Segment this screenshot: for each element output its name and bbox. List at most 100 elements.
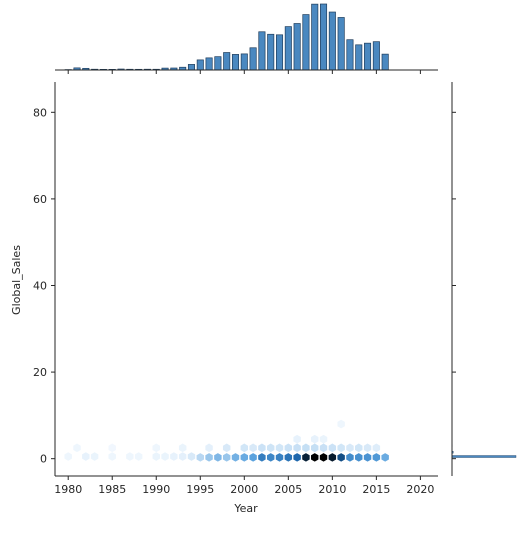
- hexbin-cell: [90, 452, 99, 461]
- hexbin-cell: [108, 452, 116, 461]
- top-histogram-bar: [196, 59, 204, 71]
- hexbin-cell: [337, 443, 345, 453]
- hexbin-cell: [328, 453, 337, 462]
- hexbin-cell: [249, 453, 257, 462]
- x-axis-ticks: 1980 1985 1990 1995 2000 2005 2010 2015 2020: [54, 70, 434, 496]
- hexbin-cell: [82, 452, 90, 461]
- hexbin-cell: [258, 453, 266, 462]
- hexbin-cell: [363, 443, 372, 453]
- top-histogram-bar: [267, 33, 275, 71]
- top-histogram-bar: [276, 34, 284, 71]
- top-histogram-bar: [293, 23, 301, 71]
- hexbin-cell: [319, 443, 328, 453]
- hexbin-cell: [346, 453, 354, 462]
- hexbin-cell: [372, 453, 381, 462]
- hexbin-cell: [196, 453, 204, 462]
- hexbin-cell: [293, 443, 301, 453]
- top-histogram-bar: [346, 39, 354, 71]
- hexbin-cell: [214, 453, 222, 462]
- hexbin-cell: [205, 453, 213, 462]
- top-histogram-bar: [302, 14, 310, 71]
- hexbin-cell: [205, 443, 213, 453]
- x-axis-label: Year: [233, 502, 258, 515]
- hexbin-cell: [222, 443, 231, 453]
- hexbin-cell: [302, 443, 310, 453]
- x-tick-label: 1995: [186, 483, 214, 496]
- hexbin-cell: [258, 443, 266, 453]
- top-histogram-bar: [231, 54, 240, 71]
- top-histogram-bar: [328, 11, 336, 71]
- hexbin-cell: [355, 453, 363, 462]
- hexbin-cell: [275, 453, 284, 462]
- hexbin-cell: [187, 452, 196, 461]
- top-histogram-bar: [187, 64, 195, 71]
- hexbin-cell: [319, 453, 328, 462]
- hexbin-cell: [178, 443, 187, 453]
- x-tick-label: 1990: [142, 483, 170, 496]
- hexbin-cell: [311, 434, 319, 444]
- x-tick-label: 2010: [318, 483, 346, 496]
- top-histogram-bar: [205, 57, 213, 71]
- hexbin-cell: [249, 443, 257, 453]
- top-histogram-bar: [381, 53, 389, 71]
- hexbin-cell: [372, 443, 381, 453]
- hexbin-cell: [170, 452, 178, 461]
- hexbin-cell: [302, 453, 310, 462]
- hexbin-cell: [134, 452, 143, 461]
- hexbin-cell: [275, 443, 284, 453]
- hexbin-cell: [152, 443, 160, 453]
- y-tick-label: 20: [33, 366, 47, 379]
- y-tick-label: 80: [33, 106, 47, 119]
- hexbin-cell: [152, 452, 160, 461]
- top-histogram-bar: [240, 53, 248, 71]
- hexbin-cell: [328, 443, 337, 453]
- hexbin-cell: [284, 443, 293, 453]
- hexbin-cell: [222, 453, 231, 462]
- hexbin-cell: [363, 453, 372, 462]
- hexbin-cell: [266, 443, 275, 453]
- hexbin-cell: [231, 453, 240, 462]
- y-tick-label: 0: [40, 453, 47, 466]
- top-histogram-bar: [214, 56, 222, 71]
- hexbin-layer: [64, 419, 389, 462]
- hexbin-cell: [311, 443, 319, 453]
- hexbin-cell: [284, 453, 293, 462]
- hexbin-cell: [178, 452, 187, 461]
- hexbin-cell: [240, 443, 249, 453]
- hexbin-cell: [240, 453, 249, 462]
- x-tick-label: 2020: [406, 483, 434, 496]
- hexbin-cell: [381, 453, 389, 462]
- top-histogram-bar: [364, 42, 372, 71]
- hexbin-cell: [266, 453, 275, 462]
- x-tick-label: 1985: [98, 483, 126, 496]
- y-axis-label: Global_Sales: [10, 245, 23, 315]
- top-histogram-bar: [372, 41, 380, 71]
- x-tick-label: 2000: [230, 483, 258, 496]
- hexbin-cell: [319, 434, 328, 444]
- top-histogram-bar: [223, 52, 231, 71]
- hexbin-cell: [293, 453, 301, 462]
- x-tick-label: 1980: [54, 483, 82, 496]
- y-tick-label: 40: [33, 279, 47, 292]
- x-tick-label: 2015: [362, 483, 390, 496]
- hexbin-cell: [161, 452, 169, 461]
- top-histogram-bar: [320, 3, 328, 71]
- hexbin-cell: [337, 453, 345, 462]
- top-histogram-bar: [249, 47, 257, 71]
- hexbin-cell: [126, 452, 134, 461]
- top-histogram-bar: [337, 17, 345, 71]
- y-tick-label: 60: [33, 193, 47, 206]
- hexbin-cell: [355, 443, 363, 453]
- hexbin-cell: [73, 443, 81, 453]
- top-histogram-bar: [284, 26, 292, 71]
- top-histogram-bar: [355, 44, 363, 71]
- top-histogram-bar: [311, 3, 319, 71]
- x-tick-label: 2005: [274, 483, 302, 496]
- hexbin-cell: [293, 434, 301, 444]
- hexbin-cell: [346, 443, 354, 453]
- y-axis-ticks: 0 20 40 60 80: [33, 106, 456, 466]
- hexbin-cell: [64, 452, 72, 461]
- hexbin-cell: [337, 419, 345, 429]
- hexbin-cell: [108, 443, 116, 453]
